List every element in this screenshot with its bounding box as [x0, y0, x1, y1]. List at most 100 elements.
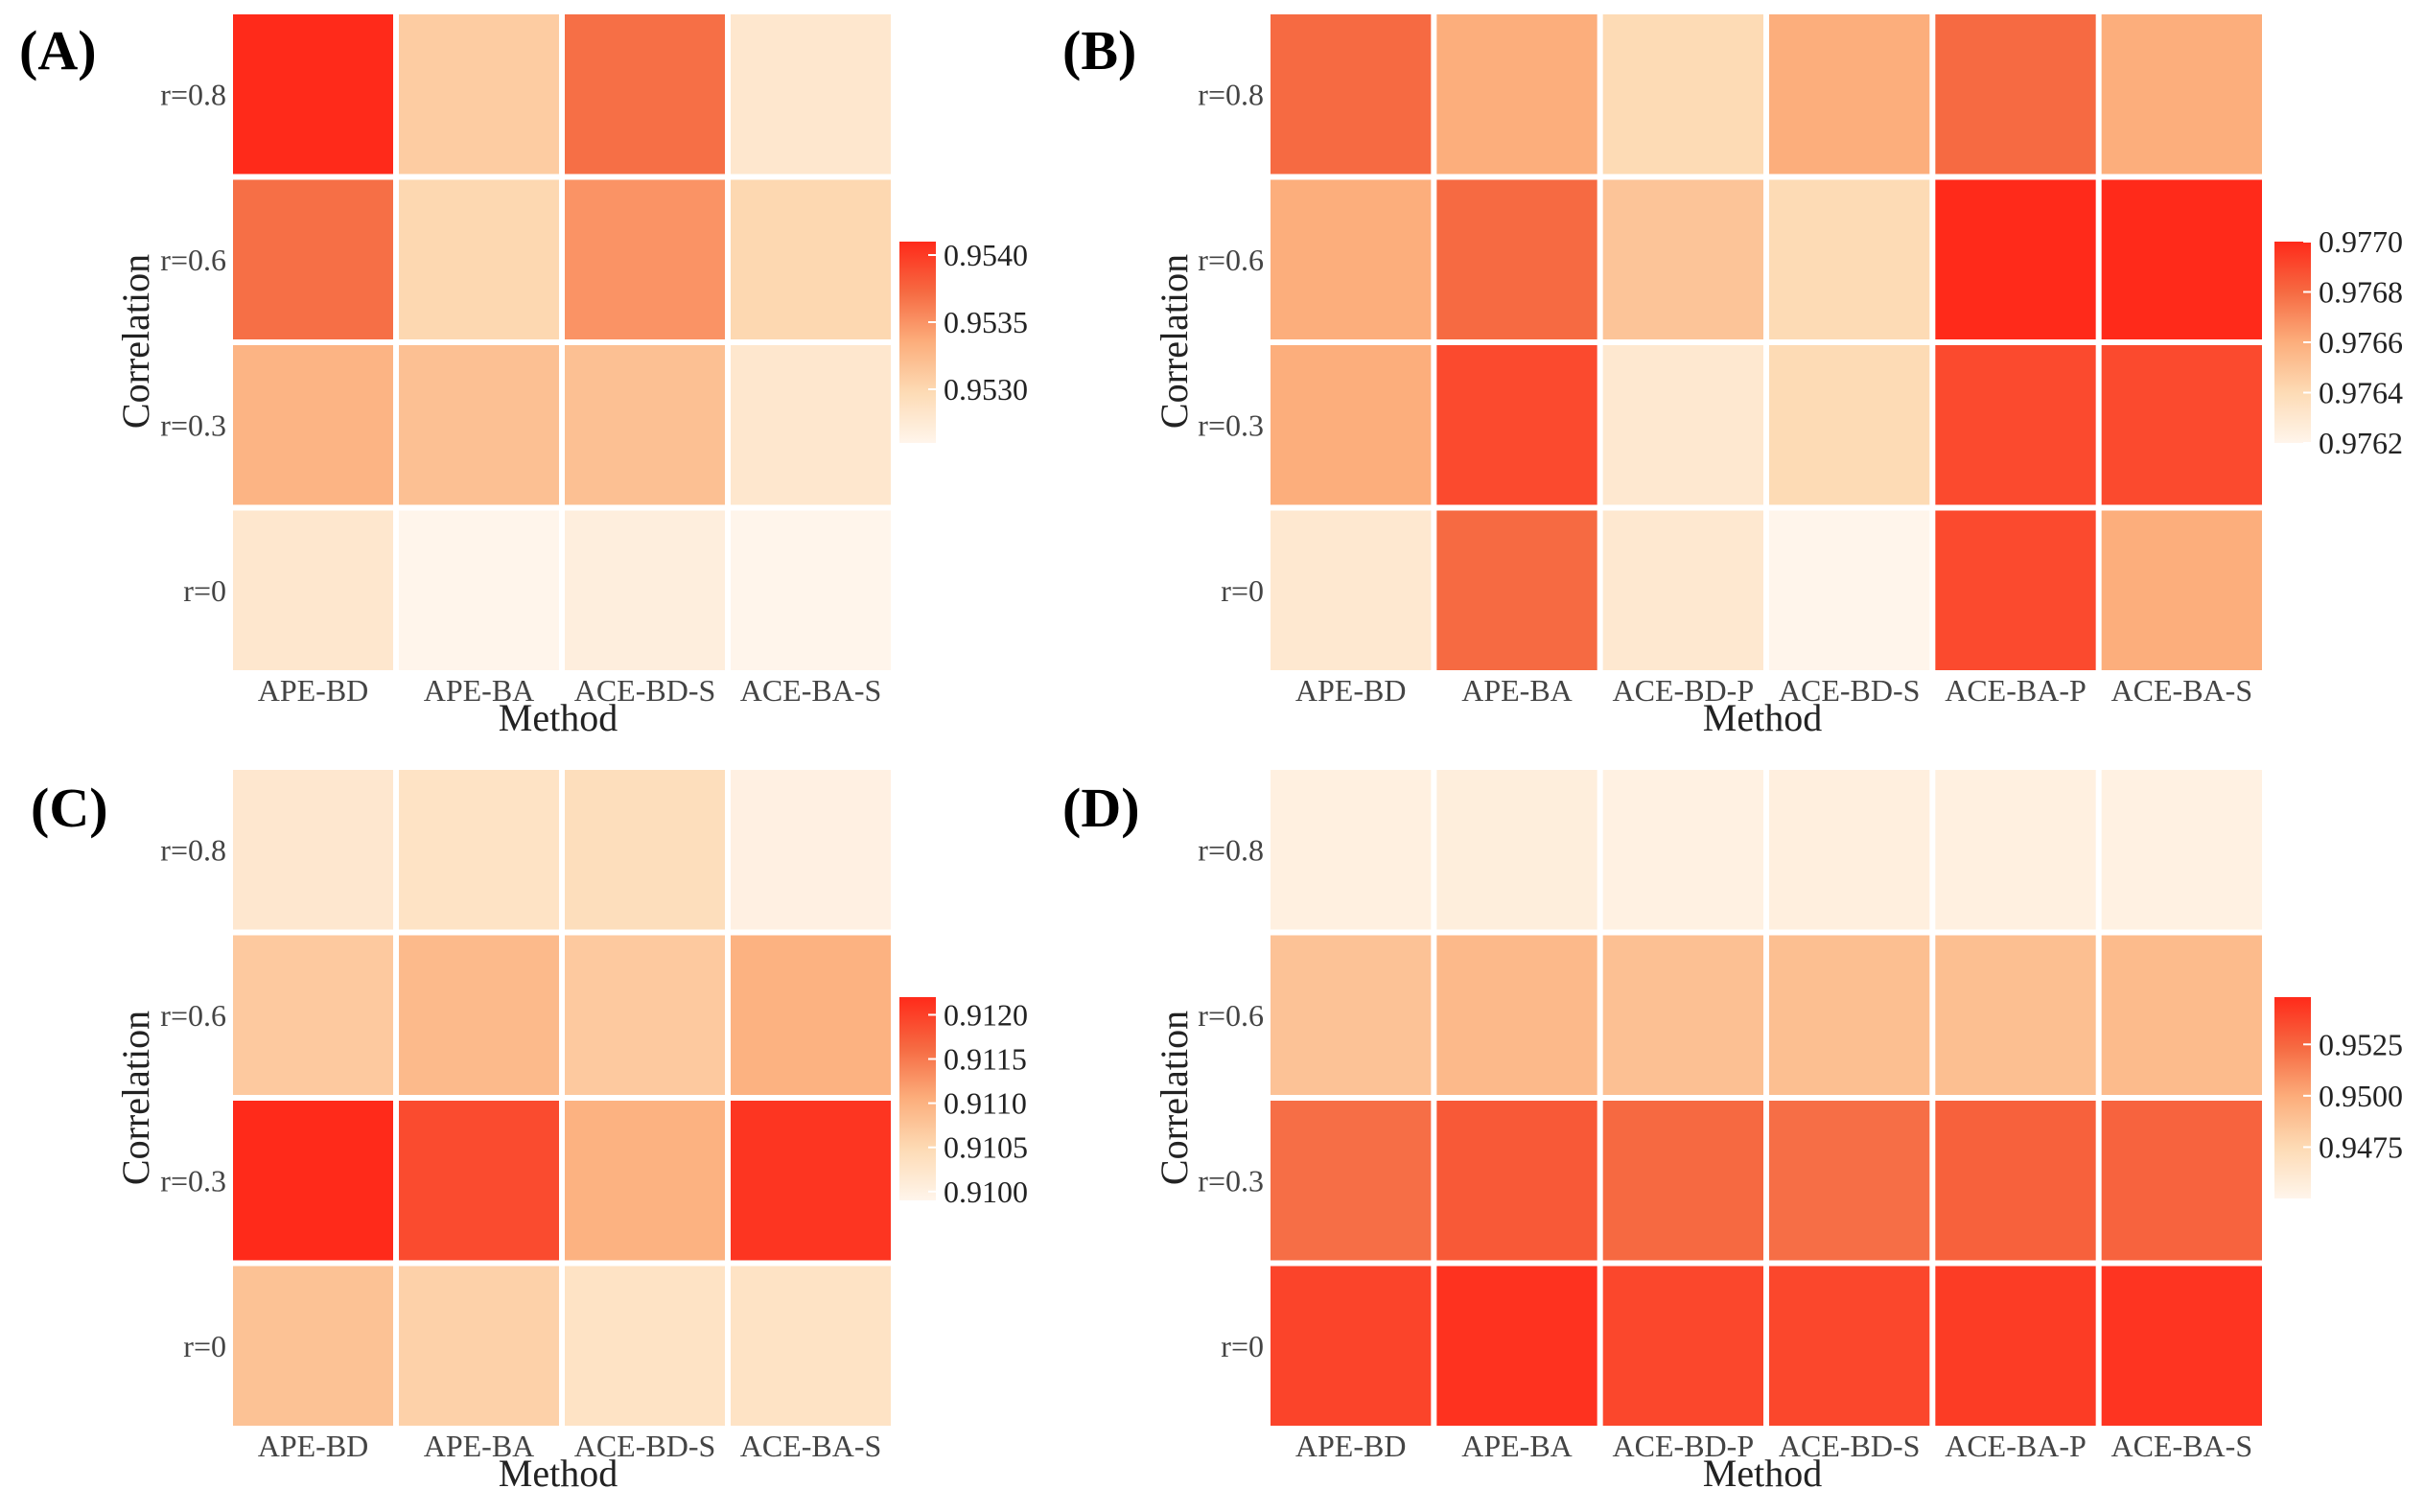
heatmap-cell [1436, 1101, 1597, 1261]
x-tick-label: ACE-BA-S [2111, 1429, 2253, 1463]
heatmap-cell [1769, 14, 1930, 174]
color-legend: 0.9770 0.9768 0.9766 0.9764 0.9762 [2274, 224, 2403, 460]
heatmap-cell [1602, 935, 1763, 1095]
panel-label: (B) [1062, 19, 1136, 81]
heatmap-cell [1769, 935, 1930, 1095]
legend-tick-label: 0.9120 [944, 997, 1028, 1032]
heatmap-cell [1935, 14, 2096, 174]
x-tick-label: ACE-BD-S [1779, 1429, 1921, 1463]
y-tick-label: r=0 [1221, 573, 1264, 608]
heatmap-cell [399, 179, 559, 339]
legend-ticks: 0.9120 0.9115 0.9110 0.9105 0.9100 [928, 997, 1028, 1209]
heatmap-cell [731, 770, 891, 930]
heatmap-cell [1436, 1266, 1597, 1426]
heatmap-cell [399, 14, 559, 174]
heatmap-cell [1271, 770, 1432, 930]
x-tick-label: APE-BD [1295, 1429, 1407, 1463]
panel-label: (D) [1062, 777, 1140, 839]
heatmap-cell [233, 14, 393, 174]
legend-tick-label: 0.9766 [2319, 325, 2403, 360]
heatmap-cell [1769, 179, 1930, 339]
heatmap-cell [565, 179, 725, 339]
panel-d: (D) r=0.8 r=0.6 r=0.3 r=0 APE-BD APE-BA ACE-B… [1062, 770, 2403, 1495]
heatmap-cell [1935, 345, 2096, 505]
heatmap-cell [565, 935, 725, 1095]
heatmap-cell [731, 510, 891, 670]
x-tick-label: ACE-BA-S [2111, 673, 2253, 708]
heatmap-cell [731, 1266, 891, 1426]
x-tick-labels: APE-BD APE-BA ACE-BD-P ACE-BD-S ACE-BA-P ACE-… [1295, 1429, 2252, 1463]
legend-tick-label: 0.9100 [944, 1175, 1028, 1209]
heatmap-cell [1602, 14, 1763, 174]
y-tick-label: r=0.3 [1198, 1163, 1264, 1198]
legend-colorbar [2274, 997, 2311, 1198]
heatmap-cell [1436, 345, 1597, 505]
legend-colorbar [899, 997, 936, 1200]
x-axis-title: Method [499, 696, 618, 739]
panel-a: (A) r=0.8 r=0.6 r=0.3 r=0 APE-BD APE-BA ACE-B… [19, 14, 1028, 739]
heatmap-cell [565, 510, 725, 670]
heatmap-cell [399, 1266, 559, 1426]
legend-tick-label: 0.9540 [944, 238, 1028, 272]
y-tick-label: r=0 [183, 573, 226, 608]
heatmap-cell [233, 1266, 393, 1426]
legend-ticks: 0.9770 0.9768 0.9766 0.9764 0.9762 [2303, 224, 2403, 460]
heatmap-cell [731, 179, 891, 339]
heatmap-cell [233, 345, 393, 505]
heatmap-cell [1271, 345, 1432, 505]
legend-tick-label: 0.9762 [2319, 426, 2403, 460]
heatmap-cell [1602, 345, 1763, 505]
heatmap-cell [1271, 935, 1432, 1095]
y-tick-label: r=0.6 [1198, 998, 1264, 1033]
heatmap-cell [1436, 935, 1597, 1095]
heatmap-cell [1602, 1101, 1763, 1261]
legend-tick-label: 0.9105 [944, 1130, 1028, 1165]
x-tick-labels: APE-BD APE-BA ACE-BD-P ACE-BD-S ACE-BA-P ACE-… [1295, 673, 2252, 708]
x-tick-label: ACE-BD-P [1613, 673, 1755, 708]
x-tick-label: ACE-BA-P [1945, 673, 2087, 708]
heatmap-cell [2101, 14, 2262, 174]
legend-ticks: 0.9525 0.9500 0.9475 [2303, 1027, 2403, 1164]
heatmap-cell [1935, 770, 2096, 930]
x-axis-title: Method [1703, 696, 1822, 739]
x-tick-label: APE-BA [424, 673, 535, 708]
y-tick-label: r=0.6 [1198, 243, 1264, 277]
legend-tick-label: 0.9535 [944, 305, 1028, 339]
x-tick-label: APE-BD [1295, 673, 1407, 708]
heatmap-cell [1769, 345, 1930, 505]
y-tick-labels: r=0.8 r=0.6 r=0.3 r=0 [1198, 832, 1264, 1363]
x-tick-label: APE-BA [1461, 673, 1573, 708]
heatmap-cell [1436, 770, 1597, 930]
heatmap-cell [2101, 1101, 2262, 1261]
legend-tick-label: 0.9525 [2319, 1027, 2403, 1061]
heatmap-cell [1602, 770, 1763, 930]
y-tick-label: r=0.8 [1198, 832, 1264, 867]
color-legend: 0.9120 0.9115 0.9110 0.9105 0.9100 [899, 997, 1028, 1209]
legend-colorbar [899, 242, 936, 443]
x-tick-labels: APE-BD APE-BA ACE-BD-S ACE-BA-S [258, 673, 882, 708]
y-axis-title: Correlation [1153, 254, 1196, 429]
x-axis-title: Method [1703, 1452, 1822, 1495]
heatmap-cell [1769, 770, 1930, 930]
heatmap-cell [2101, 510, 2262, 670]
x-tick-label: APE-BA [1461, 1429, 1573, 1463]
panel-b: (B) r=0.8 r=0.6 r=0.3 r=0 APE-BD APE-BA ACE-B… [1062, 14, 2403, 739]
x-tick-label: ACE-BD-S [574, 1429, 716, 1463]
legend-tick-label: 0.9768 [2319, 275, 2403, 310]
heatmap-cell [1769, 1266, 1930, 1426]
heatmap-cell [1436, 14, 1597, 174]
heatmap-cells [233, 770, 891, 1426]
heatmap-cell [731, 1101, 891, 1261]
heatmap-cell [1935, 1101, 2096, 1261]
heatmap-cell [1271, 510, 1432, 670]
y-tick-labels: r=0.8 r=0.6 r=0.3 r=0 [160, 832, 226, 1363]
heatmap-cell [2101, 935, 2262, 1095]
legend-tick-label: 0.9500 [2319, 1079, 2403, 1113]
heatmap-cell [399, 935, 559, 1095]
legend-tick-label: 0.9475 [2319, 1129, 2403, 1164]
y-tick-labels: r=0.8 r=0.6 r=0.3 r=0 [160, 77, 226, 608]
heatmap-cell [1935, 510, 2096, 670]
heatmap-cell [565, 14, 725, 174]
panel-c: (C) r=0.8 r=0.6 r=0.3 r=0 APE-BD APE-BA ACE-B… [31, 770, 1028, 1495]
